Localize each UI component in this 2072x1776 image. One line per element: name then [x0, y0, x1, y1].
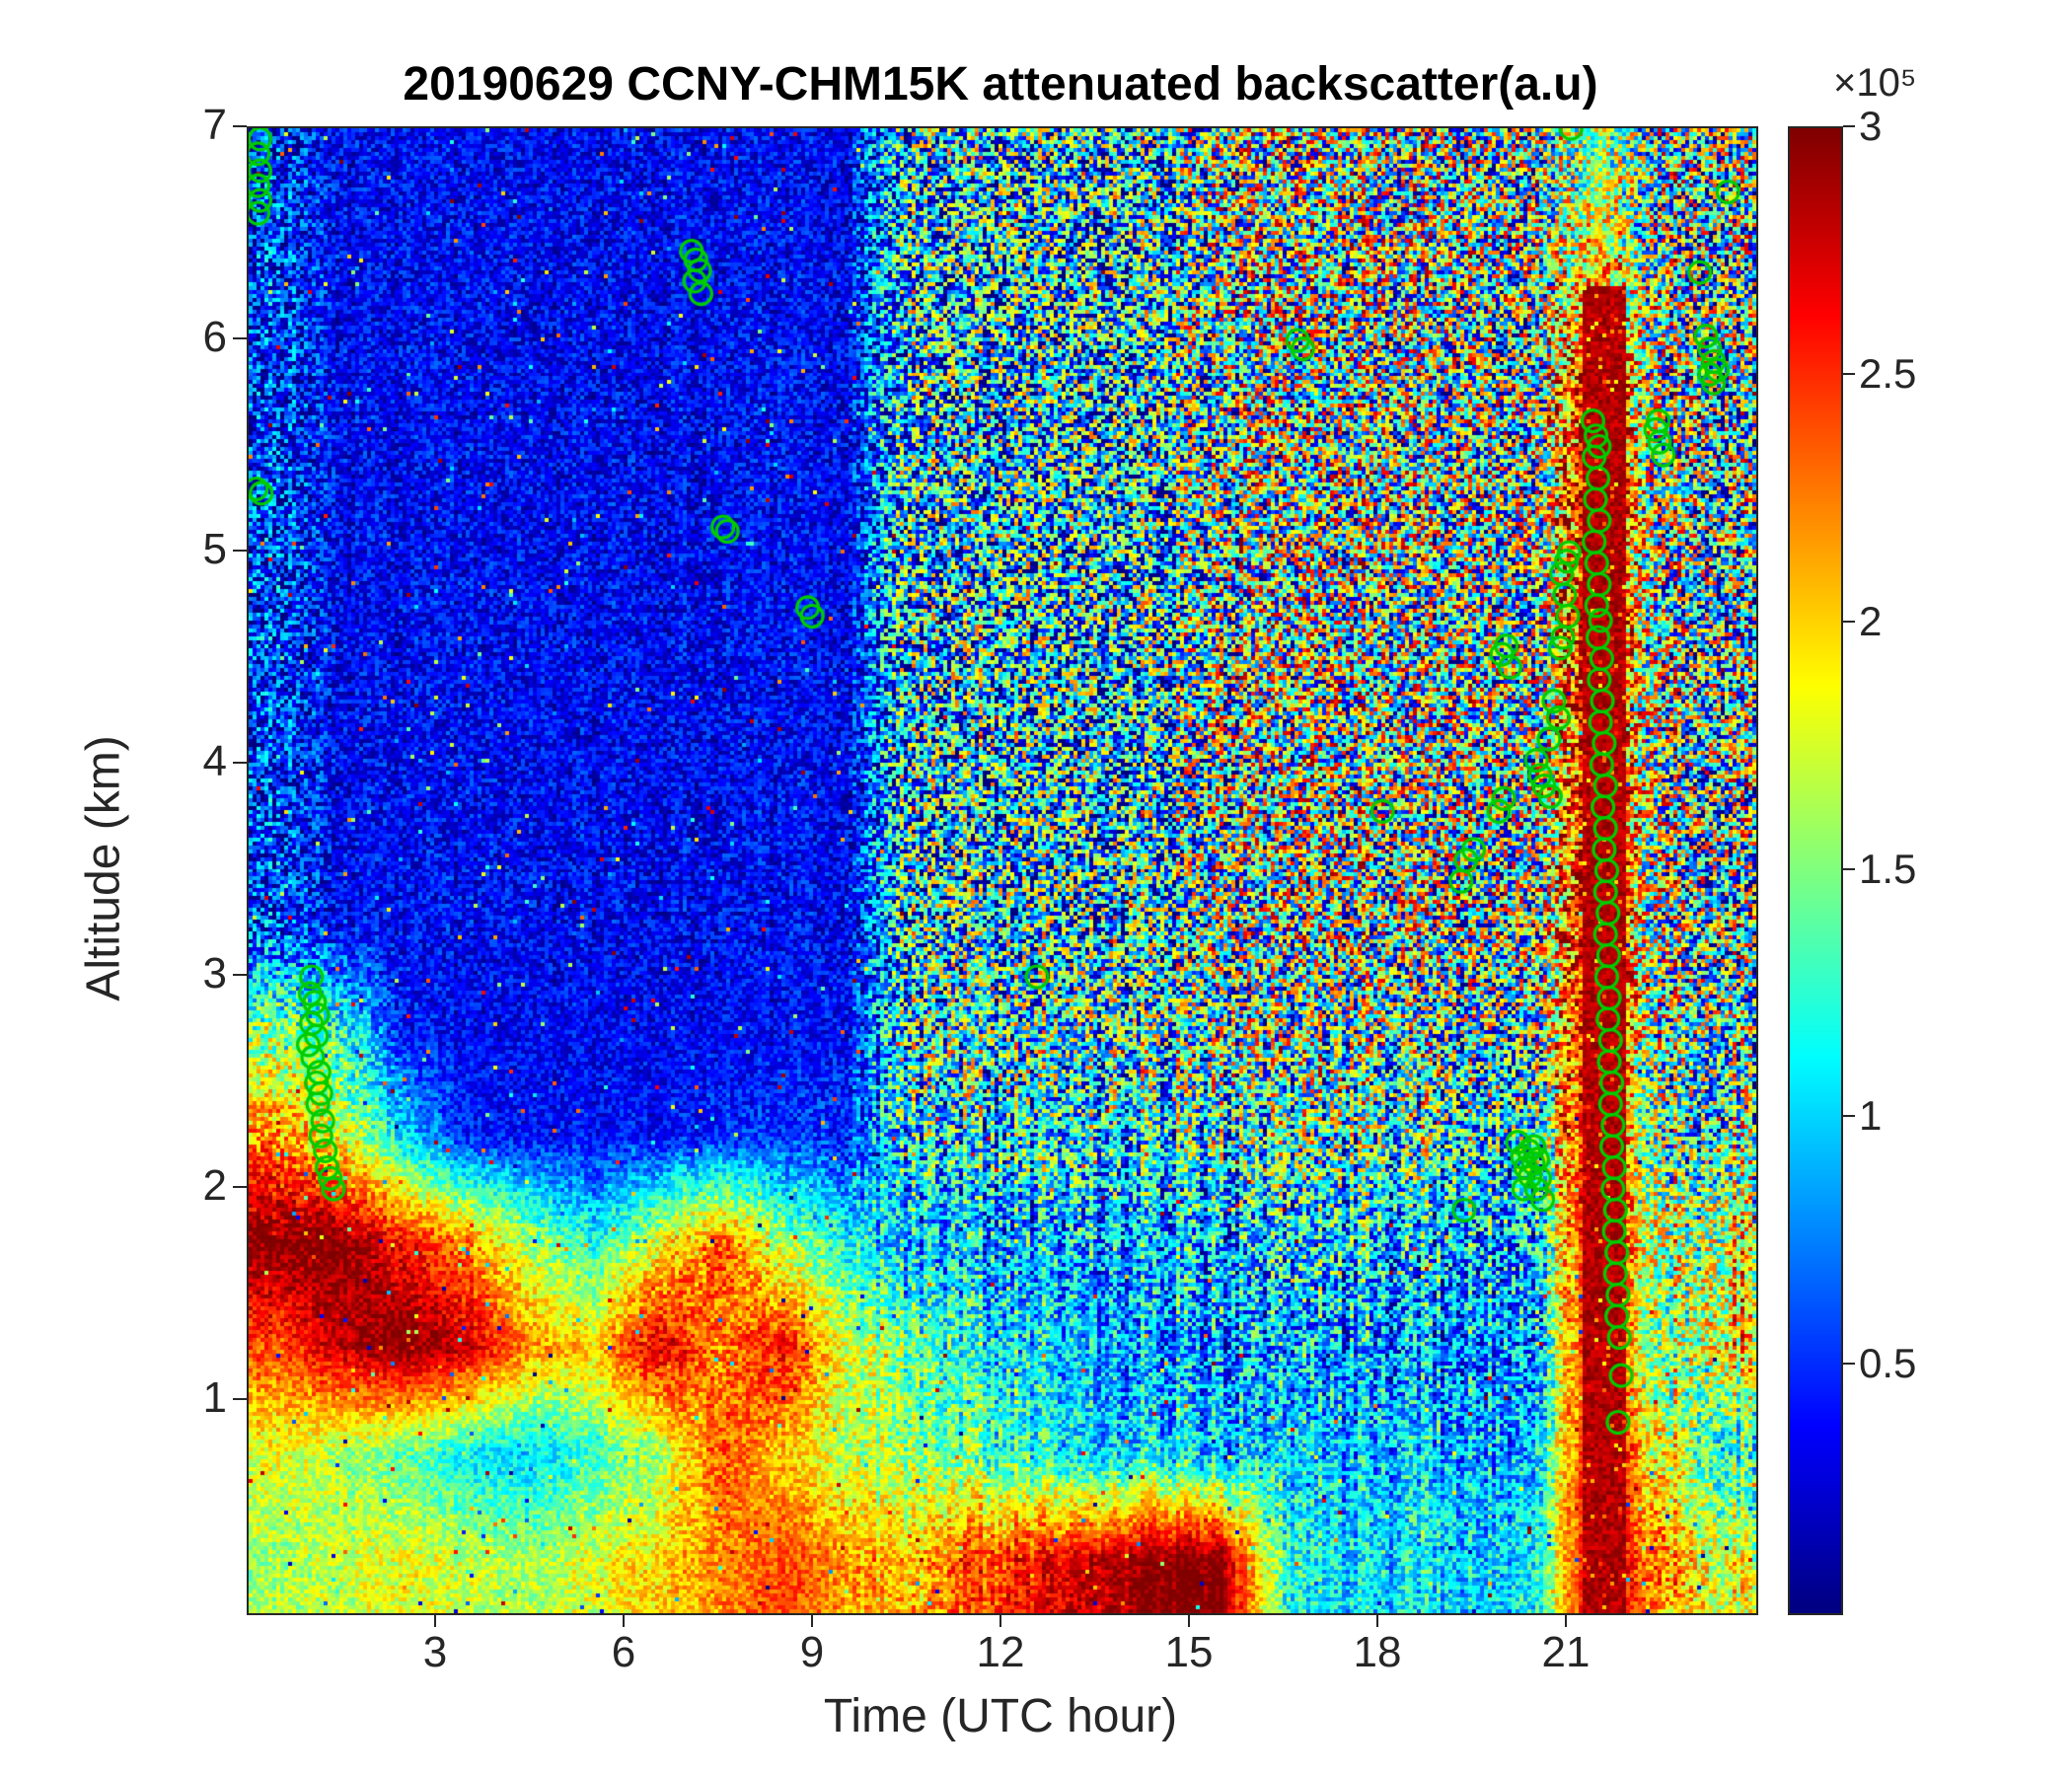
colorbar-tick-label: 3 [1859, 103, 1882, 150]
y-tick-label: 1 [128, 1373, 227, 1423]
tick-mark [1843, 373, 1855, 375]
tick-mark [623, 1613, 625, 1627]
y-tick-label: 5 [128, 525, 227, 574]
colorbar [1788, 126, 1843, 1615]
tick-mark [233, 550, 247, 552]
tick-mark [1843, 1115, 1855, 1117]
x-tick-label: 12 [977, 1628, 1025, 1677]
tick-mark [233, 1398, 247, 1400]
tick-mark [233, 762, 247, 764]
tick-mark [434, 1613, 436, 1627]
colorbar-canvas [1790, 128, 1841, 1613]
tick-mark [233, 974, 247, 976]
tick-mark [999, 1613, 1001, 1627]
tick-mark [1376, 1613, 1378, 1627]
y-tick-label: 6 [128, 313, 227, 362]
x-tick-label: 9 [800, 1628, 824, 1677]
y-tick-label: 4 [128, 737, 227, 786]
colorbar-tick-label: 1.5 [1859, 846, 1916, 893]
tick-mark [233, 1186, 247, 1188]
plot-area [247, 126, 1758, 1615]
colorbar-tick-label: 1 [1859, 1092, 1882, 1140]
y-tick-label: 3 [128, 949, 227, 999]
x-tick-label: 3 [423, 1628, 447, 1677]
y-axis-label: Altitude (km) [77, 735, 131, 1000]
tick-mark [1843, 868, 1855, 870]
x-tick-label: 18 [1354, 1628, 1402, 1677]
x-tick-label: 21 [1542, 1628, 1591, 1677]
x-axis-label: Time (UTC hour) [824, 1689, 1177, 1743]
tick-mark [233, 337, 247, 339]
colorbar-exponent-label: ×10⁵ [1833, 61, 1916, 106]
tick-mark [1843, 1363, 1855, 1365]
y-tick-label: 2 [128, 1161, 227, 1211]
colorbar-tick-label: 2.5 [1859, 350, 1916, 398]
x-tick-label: 6 [612, 1628, 635, 1677]
figure: 20190629 CCNY-CHM15K attenuated backscat… [0, 0, 2072, 1776]
tick-mark [1188, 1613, 1190, 1627]
tick-mark [811, 1613, 813, 1627]
y-tick-label: 7 [128, 101, 227, 150]
x-tick-label: 15 [1165, 1628, 1214, 1677]
tick-mark [1843, 125, 1855, 127]
cloud-markers-canvas [249, 128, 1756, 1613]
tick-mark [233, 125, 247, 127]
colorbar-tick-label: 2 [1859, 598, 1882, 645]
chart-title: 20190629 CCNY-CHM15K attenuated backscat… [403, 57, 1597, 111]
tick-mark [1843, 621, 1855, 623]
tick-mark [1565, 1613, 1567, 1627]
colorbar-tick-label: 0.5 [1859, 1340, 1916, 1387]
